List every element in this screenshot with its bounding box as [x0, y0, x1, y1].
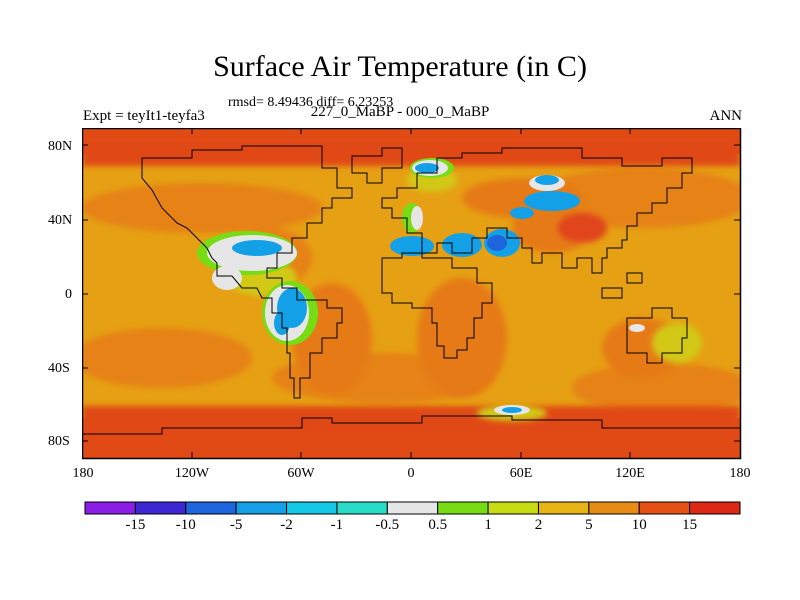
field-near-zero [212, 266, 242, 290]
lon-label-60w: 60W [287, 466, 315, 481]
colorbar-box [386, 501, 439, 515]
tick-right [734, 144, 740, 442]
field-colder [487, 235, 507, 251]
lon-label-120e: 120E [615, 466, 645, 481]
field-cold [524, 191, 580, 211]
field-hot-band [82, 328, 252, 388]
lon-label-180e: 180 [729, 466, 751, 481]
field-cold [535, 175, 559, 185]
field-polar-north [82, 142, 740, 166]
season-label: ANN [709, 108, 743, 124]
colorbar-label: 10 [631, 517, 647, 533]
field-polar-south [82, 406, 740, 436]
field-hot-band [532, 168, 740, 228]
colorbar-label: 0.5 [428, 517, 448, 533]
field-land-cool [652, 323, 702, 363]
coastline-australia [626, 307, 688, 364]
lat-label-40n: 40N [48, 213, 73, 228]
coastline-islands [601, 272, 643, 299]
colorbar-box [235, 501, 288, 515]
field-near-zero [411, 206, 423, 230]
tick-left [82, 144, 88, 442]
period-label: 227_0_MaBP - 000_0_MaBP [310, 104, 490, 120]
colorbar-label: 15 [682, 517, 698, 533]
colorbar-box [336, 501, 388, 515]
colorbar-label: -10 [175, 517, 196, 533]
field-cold [390, 236, 434, 256]
tick-bottom [191, 452, 631, 458]
colorbar-label: 1 [484, 517, 492, 533]
colorbar-label: -5 [229, 517, 243, 533]
colorbar-box [286, 501, 338, 515]
coastline-eurasia [381, 147, 693, 274]
temperature-map [82, 128, 742, 460]
lon-label-0: 0 [407, 466, 415, 481]
coastline-antarctica [82, 415, 740, 435]
colorbar-label: 5 [585, 517, 593, 533]
colorbar-box [437, 501, 489, 515]
colorbar-box [689, 501, 741, 515]
tick-top [191, 128, 631, 134]
colorbar-box [84, 501, 136, 515]
coastline-africa [381, 252, 493, 359]
field-land-warm [417, 278, 507, 398]
colorbar-label: -1 [330, 517, 344, 533]
field-hot-band [572, 363, 740, 413]
stats-subtitle: rmsd= 8.49436 diff= 6.23253 [228, 95, 394, 110]
colorbar-box [185, 501, 237, 515]
lon-label-60e: 60E [509, 466, 533, 481]
coastline-greenland [351, 147, 403, 184]
colorbar-box [588, 501, 640, 515]
colorbar-box [537, 501, 590, 515]
colorbar-box [638, 501, 691, 515]
field-cold [502, 407, 522, 413]
field-land-warm [557, 213, 607, 243]
field-cold [232, 240, 282, 256]
field-hot-band [82, 183, 322, 233]
colorbar-box [487, 501, 539, 515]
lat-label-80s: 80S [48, 434, 70, 449]
lat-label-0: 0 [65, 287, 72, 302]
plot-title: Surface Air Temperature (in C) [213, 50, 587, 83]
field-cold [415, 163, 439, 173]
colorbar-label: -0.5 [375, 517, 400, 533]
experiment-label: Expt = teyIt1-teyfa3 [83, 108, 205, 124]
lat-label-80n: 80N [48, 139, 73, 154]
field-near-zero [629, 324, 645, 332]
colorbar-label: -15 [125, 517, 146, 533]
coastline-americas [141, 145, 353, 399]
colorbar-label: -2 [280, 517, 293, 533]
lon-label-180w: 180 [72, 466, 94, 481]
colorbar-box [134, 501, 187, 515]
lon-label-120w: 120W [174, 466, 210, 481]
field-cold [510, 207, 534, 219]
colorbar-label: 2 [534, 517, 543, 533]
lat-label-40s: 40S [48, 361, 70, 376]
